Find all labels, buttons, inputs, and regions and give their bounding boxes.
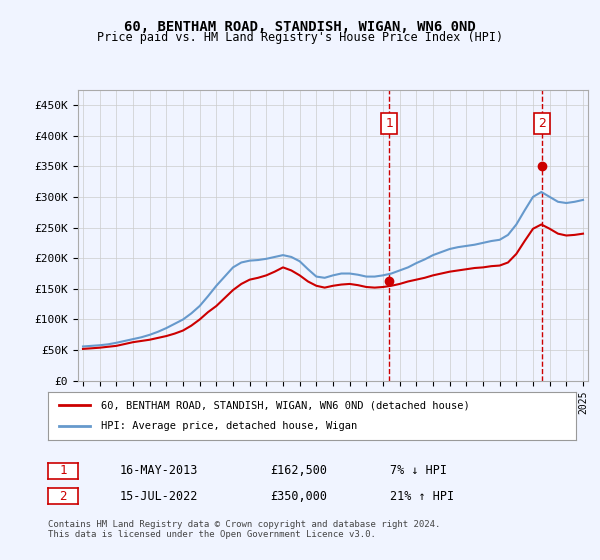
Text: 2: 2 [59,489,67,503]
Text: £162,500: £162,500 [270,464,327,478]
Text: Price paid vs. HM Land Registry's House Price Index (HPI): Price paid vs. HM Land Registry's House … [97,31,503,44]
Text: 16-MAY-2013: 16-MAY-2013 [120,464,199,478]
Text: 2: 2 [538,117,546,130]
Text: £350,000: £350,000 [270,489,327,503]
Text: 21% ↑ HPI: 21% ↑ HPI [390,489,454,503]
Text: 1: 1 [59,464,67,478]
Text: 60, BENTHAM ROAD, STANDISH, WIGAN, WN6 0ND (detached house): 60, BENTHAM ROAD, STANDISH, WIGAN, WN6 0… [101,400,470,410]
Text: 1: 1 [385,117,393,130]
Text: Contains HM Land Registry data © Crown copyright and database right 2024.
This d: Contains HM Land Registry data © Crown c… [48,520,440,539]
Text: 60, BENTHAM ROAD, STANDISH, WIGAN, WN6 0ND: 60, BENTHAM ROAD, STANDISH, WIGAN, WN6 0… [124,20,476,34]
Text: 7% ↓ HPI: 7% ↓ HPI [390,464,447,478]
Text: HPI: Average price, detached house, Wigan: HPI: Average price, detached house, Wiga… [101,421,357,431]
Text: 15-JUL-2022: 15-JUL-2022 [120,489,199,503]
